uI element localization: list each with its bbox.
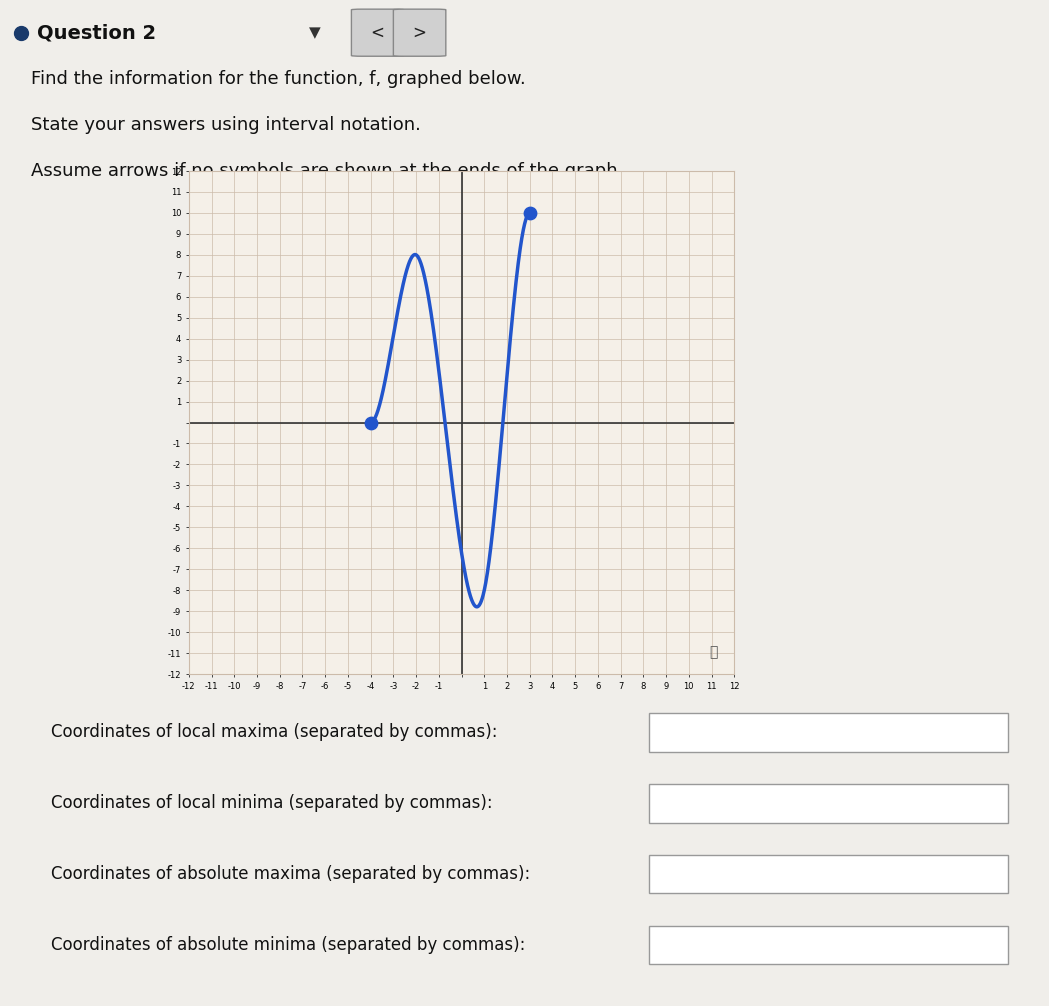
Text: Coordinates of local maxima (separated by commas):: Coordinates of local maxima (separated b…	[51, 723, 498, 741]
Text: >: >	[412, 24, 427, 41]
FancyBboxPatch shape	[351, 9, 404, 56]
FancyBboxPatch shape	[649, 784, 1008, 823]
Point	[362, 414, 379, 431]
Text: ▼: ▼	[308, 25, 321, 40]
Text: Assume arrows if no symbols are shown at the ends of the graph.: Assume arrows if no symbols are shown at…	[31, 162, 624, 180]
Text: State your answers using interval notation.: State your answers using interval notati…	[31, 117, 422, 134]
Text: 🔍: 🔍	[709, 645, 718, 659]
FancyBboxPatch shape	[649, 855, 1008, 893]
Text: Coordinates of absolute minima (separated by commas):: Coordinates of absolute minima (separate…	[51, 936, 526, 954]
FancyBboxPatch shape	[649, 713, 1008, 751]
Text: Coordinates of local minima (separated by commas):: Coordinates of local minima (separated b…	[51, 794, 493, 812]
Text: Find the information for the function, f, graphed below.: Find the information for the function, f…	[31, 70, 527, 89]
Text: Question 2: Question 2	[37, 23, 156, 42]
FancyBboxPatch shape	[393, 9, 446, 56]
Point	[521, 205, 538, 221]
Text: <: <	[370, 24, 385, 41]
FancyBboxPatch shape	[649, 926, 1008, 964]
Text: Coordinates of absolute maxima (separated by commas):: Coordinates of absolute maxima (separate…	[51, 865, 531, 883]
